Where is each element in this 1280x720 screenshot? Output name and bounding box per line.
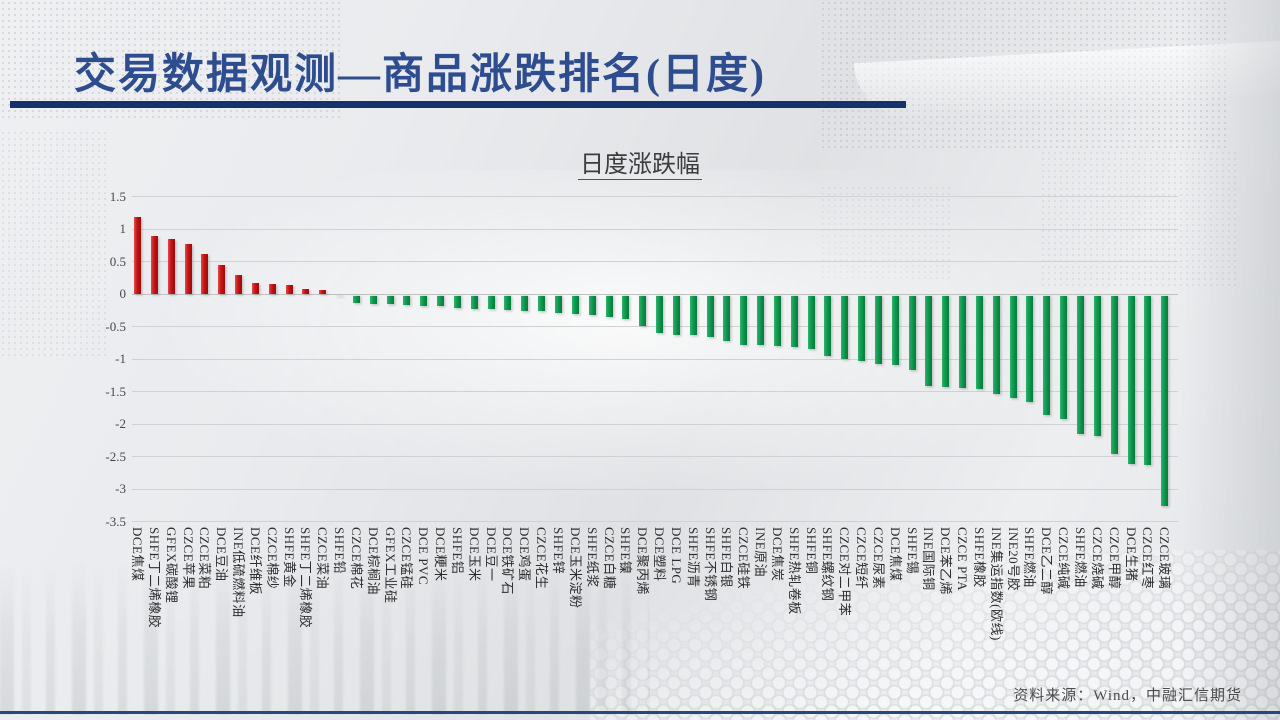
gridline [132, 261, 1178, 262]
y-axis-tick-label: -1 [115, 351, 126, 366]
bar [352, 294, 360, 303]
bar [757, 294, 765, 346]
bar [689, 294, 697, 336]
bar [588, 294, 596, 316]
bar [925, 294, 933, 386]
bar [302, 289, 310, 294]
bar [336, 294, 344, 296]
gridline [132, 391, 1178, 392]
bar [150, 235, 158, 294]
bar [319, 290, 327, 294]
bar [874, 294, 882, 365]
gridline [132, 196, 1178, 197]
bar [521, 294, 529, 311]
bar [167, 239, 175, 294]
gridline [132, 228, 1178, 230]
bar [622, 294, 630, 319]
bar [706, 294, 714, 338]
right-shade-decoration [1180, 0, 1280, 720]
gridline [132, 521, 1178, 522]
bar [841, 294, 849, 359]
source-note: 资料来源：Wind，中融汇信期货 [1013, 688, 1242, 704]
bar [1043, 294, 1051, 415]
gridline [132, 293, 1178, 295]
bar [487, 294, 495, 310]
bar [470, 294, 478, 309]
gridline [132, 423, 1178, 425]
title-underline-rule [10, 101, 906, 108]
bar [824, 294, 832, 357]
gridline [132, 326, 1178, 327]
bar [268, 284, 276, 294]
bar [218, 264, 226, 294]
bar [740, 294, 748, 345]
bar [504, 294, 512, 311]
y-axis-tick-label: -3.5 [105, 513, 126, 529]
y-axis-tick-label: -1.5 [105, 383, 126, 399]
bar [403, 294, 411, 305]
bar [453, 294, 461, 309]
bar [723, 294, 731, 342]
bar [420, 294, 428, 307]
gridline [132, 456, 1178, 457]
bar [1026, 294, 1034, 403]
y-axis-tick-label: 1.5 [109, 188, 126, 204]
bar [1144, 294, 1152, 465]
bar [285, 284, 293, 294]
bar [807, 294, 815, 350]
y-axis-tick-label: 0.5 [109, 253, 126, 269]
bar [538, 294, 546, 312]
bar [656, 294, 664, 333]
bar [571, 294, 579, 314]
bar [959, 294, 967, 389]
bar [1093, 294, 1101, 437]
bar [437, 294, 445, 307]
bar [1161, 294, 1169, 506]
bar [1127, 294, 1135, 464]
bar [1077, 294, 1084, 434]
bar [369, 294, 377, 305]
bar [1060, 294, 1068, 419]
y-axis-tick-label: -2 [115, 416, 126, 431]
gridline [132, 358, 1178, 360]
bar [908, 294, 916, 370]
bar [773, 294, 781, 346]
y-axis-tick-label: 1 [119, 221, 127, 236]
bar [184, 243, 192, 294]
bar [1009, 294, 1017, 398]
bar [992, 294, 1000, 394]
honeycomb-decoration [590, 550, 1280, 720]
y-axis-tick-label: 0 [119, 286, 127, 301]
page-title: 交易数据观测—商品涨跌排名(日度) [74, 52, 766, 98]
bar [858, 294, 866, 362]
gridline [132, 488, 1178, 490]
y-axis-tick-label: -0.5 [105, 318, 126, 334]
bar [386, 294, 394, 305]
bar [605, 294, 613, 317]
bar [975, 294, 983, 389]
skyline-decoration [0, 540, 650, 715]
bar [1110, 294, 1118, 454]
bar [134, 216, 141, 294]
bar [790, 294, 798, 348]
bar [672, 294, 680, 335]
chart-title: 日度涨跌幅 [578, 152, 702, 180]
bar [554, 294, 562, 313]
bar [201, 254, 209, 294]
plot-highlight-decoration [150, 170, 1100, 500]
bar [235, 275, 243, 294]
bar [251, 282, 259, 294]
bottom-accent-line [0, 711, 1280, 714]
y-axis-tick-label: -3 [115, 481, 126, 496]
bar [639, 294, 647, 326]
y-axis-tick-label: -2.5 [105, 448, 126, 464]
bar [891, 294, 899, 366]
bar [942, 294, 950, 388]
